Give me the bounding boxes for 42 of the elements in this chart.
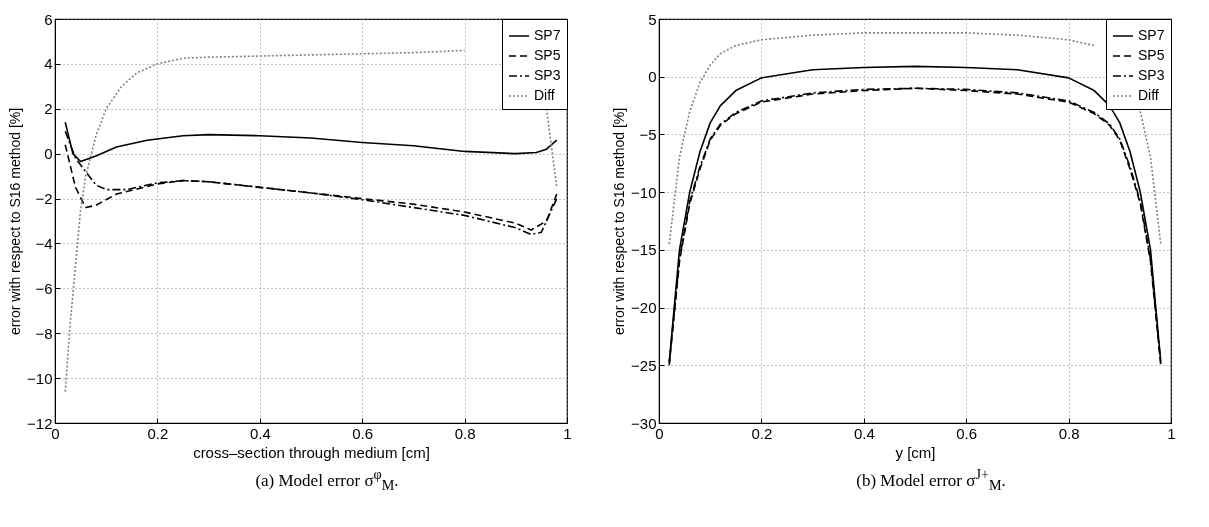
y-tick-label: −10 (27, 369, 53, 387)
legend-label: SP3 (534, 67, 561, 83)
x-tick-label: 0.2 (751, 424, 773, 442)
legend-label: SP7 (534, 27, 561, 43)
y-tick-label: 5 (648, 10, 657, 28)
y-tick-label: −6 (35, 279, 53, 297)
x-tick-label: 1 (563, 424, 572, 442)
y-tick-label: 0 (44, 145, 53, 163)
y-tick-label: −8 (35, 324, 53, 342)
y-tick-label: 6 (44, 10, 53, 28)
legend-label: SP5 (534, 47, 561, 63)
legend-label: Diff (1138, 87, 1159, 103)
y-tick-label: 0 (648, 68, 657, 86)
y-tick-label: −25 (631, 356, 657, 374)
x-axis-title: cross–section through medium [cm] (193, 443, 430, 461)
text: (b) Model error σ$^{J+}$$_{M}$. (855, 466, 1007, 495)
legend-label: Diff (534, 87, 555, 103)
x-tick-label: 0.4 (853, 424, 875, 442)
x-tick-label: 0.8 (1058, 424, 1080, 442)
y-tick-label: −2 (35, 190, 53, 208)
y-axis-title: error with respect to S16 method [%] (7, 107, 24, 336)
x-tick-label: 1 (1167, 424, 1176, 442)
x-tick-label: 0.6 (956, 424, 978, 442)
y-tick-label: −30 (631, 414, 657, 432)
y-tick-label: −15 (631, 241, 657, 259)
y-tick-label: −4 (35, 234, 53, 252)
legend-label: SP5 (1138, 47, 1165, 63)
y-tick-label: −12 (27, 414, 53, 432)
x-axis-title: y [cm] (895, 443, 936, 461)
x-tick-label: 0.8 (454, 424, 476, 442)
y-tick-label: −5 (639, 125, 657, 143)
x-tick-label: 0.2 (147, 424, 169, 442)
y-tick-label: 2 (44, 100, 53, 118)
x-tick-label: 0.4 (249, 424, 271, 442)
y-tick-label: 4 (44, 55, 53, 73)
legend-label: SP7 (1138, 27, 1165, 43)
y-tick-label: −20 (631, 299, 657, 317)
y-axis-title: error with respect to S16 method [%] (611, 107, 628, 336)
legend-label: SP3 (1138, 67, 1165, 83)
y-tick-label: −10 (631, 183, 657, 201)
text: (a) Model error σ$^{φ}$$_{M}$. (254, 466, 400, 495)
x-tick-label: 0.6 (352, 424, 374, 442)
